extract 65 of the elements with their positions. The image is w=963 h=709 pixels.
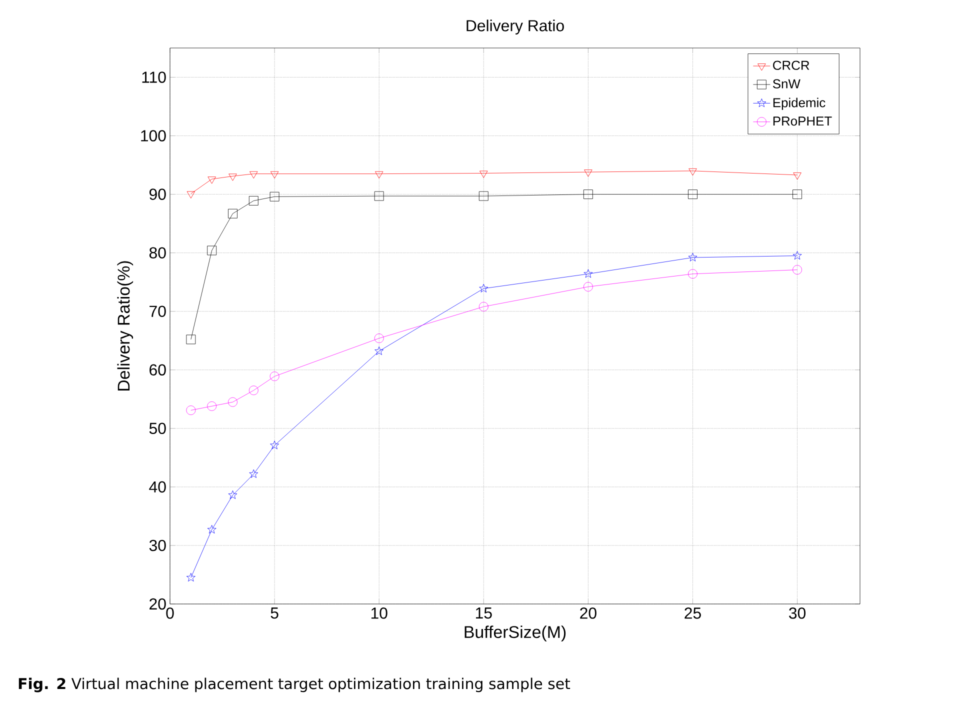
x-tick-label: 10 xyxy=(371,608,388,619)
point xyxy=(207,246,217,256)
point xyxy=(186,334,196,344)
point xyxy=(249,469,258,478)
point xyxy=(208,176,216,184)
point xyxy=(228,174,237,181)
legend-label: Epidemic xyxy=(773,98,826,110)
point xyxy=(478,302,488,312)
x-tick-label: 15 xyxy=(476,608,492,619)
y-tick-label: 90 xyxy=(150,188,166,200)
point xyxy=(688,168,697,176)
y-tick-label: 70 xyxy=(150,306,166,317)
text: Fig. 2 Virtual machine placement target optimization training sample set xyxy=(18,678,570,692)
point xyxy=(688,190,698,200)
legend-label: SnW xyxy=(772,79,800,88)
point xyxy=(270,440,280,450)
point xyxy=(186,572,196,582)
y-tick-label: 40 xyxy=(149,481,166,493)
point xyxy=(584,269,593,278)
y-tick-label: 80 xyxy=(149,247,166,258)
point xyxy=(270,171,279,179)
point xyxy=(688,252,698,262)
x-tick-label: 25 xyxy=(684,608,701,619)
point xyxy=(793,172,802,180)
point xyxy=(479,284,488,292)
point xyxy=(270,192,280,202)
x-tick-label: 5 xyxy=(270,608,278,619)
point xyxy=(248,196,258,206)
y-tick-label: 50 xyxy=(149,422,166,434)
point xyxy=(186,406,196,415)
x-tick-label: 30 xyxy=(789,608,806,619)
y-tick-label: 100 xyxy=(141,130,166,142)
point xyxy=(374,346,384,355)
point xyxy=(228,490,238,499)
point xyxy=(478,191,488,201)
point xyxy=(792,265,802,275)
chart-title: Delivery Ratio xyxy=(466,20,564,34)
point xyxy=(207,401,217,411)
point xyxy=(583,282,593,292)
point xyxy=(374,191,384,201)
y-tick-label: 20 xyxy=(150,598,166,610)
point xyxy=(186,191,196,198)
y-tick-label: 30 xyxy=(149,540,166,552)
point xyxy=(792,251,802,260)
point xyxy=(584,170,592,177)
x-tick-label: 20 xyxy=(580,608,596,619)
legend-label: PRoPHET xyxy=(773,116,832,126)
point xyxy=(792,190,802,200)
point xyxy=(228,397,238,407)
y-axis-title: Delivery Ratio(%) xyxy=(117,261,134,390)
point xyxy=(270,372,280,382)
point xyxy=(207,524,216,534)
point xyxy=(375,171,384,179)
legend-label: CRCR xyxy=(773,60,810,70)
point xyxy=(688,269,698,279)
x-axis-title: BufferSize(M) xyxy=(464,626,566,642)
y-tick-label: 60 xyxy=(150,364,166,376)
point xyxy=(480,170,488,178)
x-tick-label: 0 xyxy=(166,608,174,619)
point xyxy=(250,171,258,179)
y-tick-label: 110 xyxy=(142,72,166,83)
point xyxy=(248,386,258,396)
point xyxy=(374,334,384,343)
point xyxy=(228,208,238,218)
point xyxy=(583,190,593,200)
